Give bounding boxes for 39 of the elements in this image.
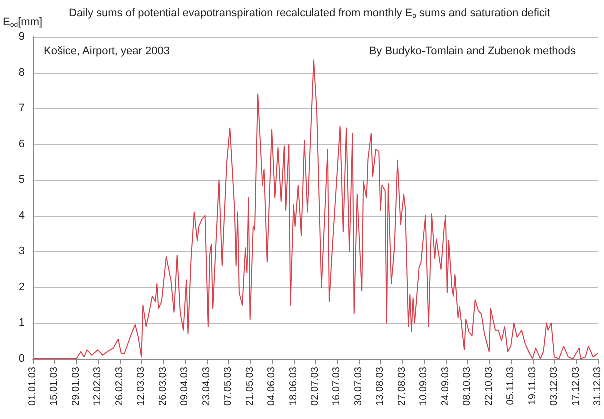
y-tick-label: 0 bbox=[18, 353, 25, 365]
x-tick-label: 27.08.03 bbox=[396, 366, 408, 406]
x-tick-label: 07.05.03 bbox=[223, 366, 234, 406]
x-tick-label: 17.12.03 bbox=[570, 366, 582, 406]
x-tick-label: 21.05.03 bbox=[244, 366, 256, 406]
x-tick-label: 19.11.03 bbox=[527, 366, 538, 406]
y-tick-label: 6 bbox=[18, 138, 25, 150]
x-tick-label: 12.03.03 bbox=[136, 366, 148, 406]
annotation: By Budyko-Tomlain and Zubenok methods bbox=[369, 46, 576, 58]
x-tick-label: 30.07.03 bbox=[353, 366, 364, 406]
x-tick-label: 05.11.03 bbox=[506, 366, 517, 406]
x-tick-label: 15.01.03 bbox=[49, 366, 60, 406]
x-tick-label: 02.07.03 bbox=[310, 366, 321, 406]
x-tick-label: 16.07.03 bbox=[332, 366, 343, 406]
x-tick-label: 29.01.03 bbox=[70, 366, 82, 406]
y-tick-label: 1 bbox=[18, 317, 25, 330]
y-tick-label: 3 bbox=[18, 246, 25, 258]
x-tick-label: 31.12.03 bbox=[592, 366, 604, 406]
x-tick-label: 23.04.03 bbox=[201, 366, 212, 406]
x-tick-label: 18.06.03 bbox=[288, 366, 300, 406]
x-tick-label: 01.01.03 bbox=[28, 366, 38, 406]
y-tick-label: 4 bbox=[18, 210, 25, 222]
x-tick-label: 13.08.03 bbox=[375, 366, 386, 406]
x-tick-label: 10.09.03 bbox=[418, 366, 430, 406]
x-tick-label: 24.09.03 bbox=[440, 366, 452, 406]
x-tick-label: 26.03.03 bbox=[158, 366, 169, 406]
x-tick-label: 08.10.03 bbox=[462, 366, 474, 406]
x-tick-label: 03.12.03 bbox=[549, 366, 560, 406]
y-tick-label: 9 bbox=[18, 31, 25, 43]
x-tick-label: 04.06.03 bbox=[266, 366, 278, 406]
x-tick-label: 22.10.03 bbox=[484, 366, 495, 406]
y-tick-label: 7 bbox=[18, 102, 25, 115]
x-tick-label: 09.04.03 bbox=[180, 366, 191, 406]
y-tick-label: 2 bbox=[18, 281, 25, 294]
y-tick-label: 5 bbox=[18, 174, 25, 186]
x-tick-label: 12.02.03 bbox=[92, 366, 104, 406]
x-tick-label: 26.02.03 bbox=[114, 366, 126, 406]
annotation: Košice, Airport, year 2003 bbox=[44, 46, 170, 58]
y-tick-label: 8 bbox=[18, 66, 25, 79]
